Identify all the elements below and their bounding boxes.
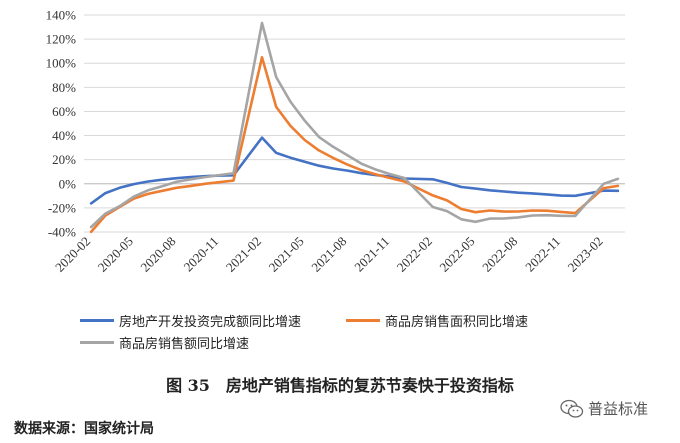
- y-tick-label: -20%: [48, 200, 76, 215]
- legend-item-sales-amount: 商品房销售额同比增速: [80, 333, 249, 352]
- x-tick-label: 2020-02: [52, 234, 93, 275]
- series-line-investment: [89, 136, 620, 205]
- series-line-sales-area: [89, 55, 620, 234]
- line-chart: -40% -20% 0% 20% 40% 60% 80% 100% 120% 140% 2020-…: [46, 8, 625, 275]
- figure-caption: 图 35 房地产销售指标的复苏节奏快于投资指标: [166, 376, 514, 395]
- wechat-icon: [560, 399, 584, 418]
- y-tick-label: 0%: [59, 176, 77, 191]
- x-tick-label: 2021-02: [223, 234, 264, 275]
- x-tick-label: 2023-02: [565, 234, 606, 275]
- x-tick-label: 2021-05: [266, 234, 307, 275]
- x-tick-label: 2020-08: [137, 234, 178, 275]
- x-tick-label: 2022-11: [522, 234, 563, 275]
- series-line-sales-amount: [89, 21, 620, 229]
- y-tick-label: 40%: [52, 128, 76, 143]
- legend-label-sales-amount: 商品房销售额同比增速: [119, 337, 250, 352]
- y-tick-label: -40%: [48, 225, 76, 240]
- legend-label-investment: 房地产开发投资完成额同比增速: [119, 315, 302, 330]
- legend-line-sales-amount: [80, 341, 114, 344]
- y-tick-label: 100%: [46, 56, 77, 71]
- x-tick-label: 2021-11: [351, 234, 392, 275]
- x-tick-label: 2022-08: [479, 234, 520, 275]
- watermark-text: 普益标准: [588, 400, 649, 418]
- x-tick-label: 2022-02: [394, 234, 435, 275]
- y-tick-label: 120%: [46, 32, 77, 47]
- y-tick-label: 80%: [52, 80, 76, 95]
- legend-item-investment: 房地产开发投资完成额同比增速: [80, 311, 301, 330]
- legend-line-investment: [80, 319, 114, 322]
- x-tick-label: 2020-11: [180, 234, 221, 275]
- legend-item-sales-area: 商品房销售面积同比增速: [346, 311, 528, 330]
- x-tick-label: 2020-05: [95, 234, 136, 275]
- legend-line-sales-area: [346, 319, 380, 322]
- y-tick-label: 140%: [46, 8, 77, 23]
- y-tick-label: 60%: [52, 104, 76, 119]
- legend-label-sales-area: 商品房销售面积同比增速: [385, 315, 529, 330]
- x-tick-label: 2022-05: [436, 234, 477, 275]
- x-tick-label: 2021-08: [308, 234, 349, 275]
- data-source: 数据来源：国家统计局: [14, 421, 154, 437]
- y-tick-label: 20%: [52, 152, 76, 167]
- watermark: 普益标准: [560, 398, 648, 419]
